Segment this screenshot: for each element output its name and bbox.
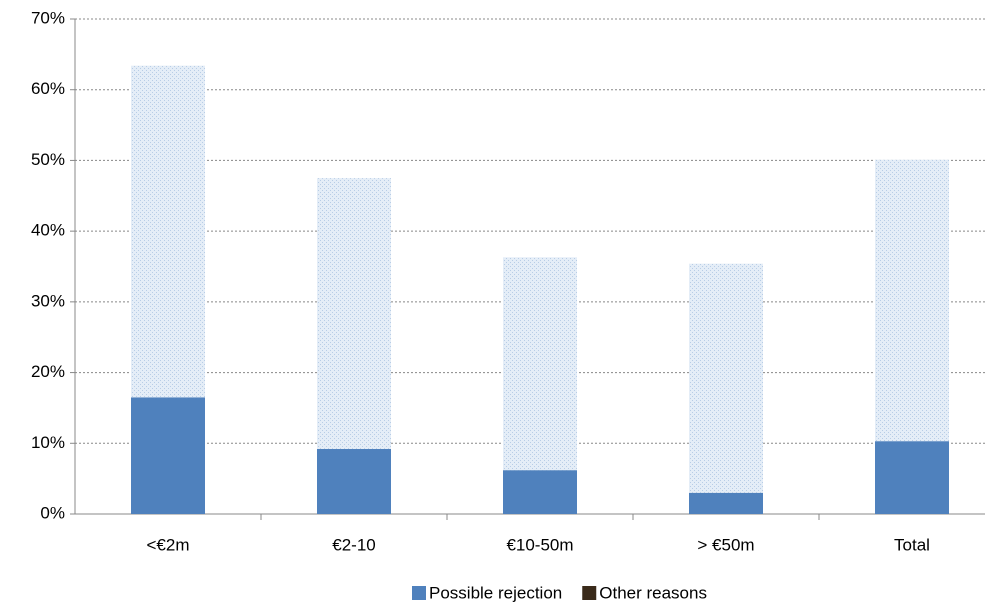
bar-segment	[131, 65, 205, 398]
bar-segment	[689, 263, 763, 493]
legend-label: Other reasons	[599, 583, 707, 602]
x-tick-label: > €50m	[697, 535, 754, 554]
bar-segment	[317, 178, 391, 449]
y-tick-label: 0%	[40, 503, 65, 522]
bar-segment	[875, 441, 949, 514]
y-tick-label: 40%	[31, 221, 65, 240]
x-tick-label: <€2m	[147, 535, 190, 554]
legend-swatch	[582, 586, 597, 600]
y-tick-label: 50%	[31, 150, 65, 169]
x-tick-label: Total	[894, 535, 930, 554]
bar-segment	[503, 470, 577, 514]
bar-segment	[503, 257, 577, 471]
bar-segment	[689, 492, 763, 514]
legend-swatch	[412, 586, 426, 600]
y-tick-label: 70%	[31, 8, 65, 27]
bar-segment	[131, 397, 205, 514]
x-tick-label: €2-10	[332, 535, 375, 554]
bar-segment	[317, 448, 391, 514]
x-tick-label: €10-50m	[506, 535, 573, 554]
y-tick-label: 10%	[31, 433, 65, 452]
y-tick-label: 60%	[31, 79, 65, 98]
bar-segment	[875, 159, 949, 442]
y-tick-label: 20%	[31, 362, 65, 381]
y-tick-label: 30%	[31, 291, 65, 310]
legend-label: Possible rejection	[429, 583, 562, 602]
